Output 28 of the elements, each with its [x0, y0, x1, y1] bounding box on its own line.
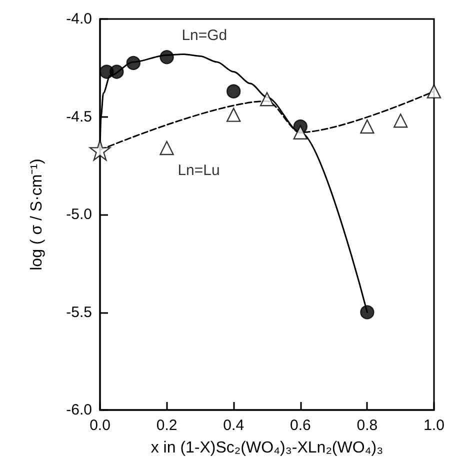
point	[293, 125, 308, 140]
y-axis-title: log ( σ / S·cm⁻¹)	[28, 158, 46, 270]
point	[126, 56, 140, 70]
point	[110, 64, 124, 79]
x-tick-label: 0.0	[90, 417, 110, 434]
point	[89, 139, 111, 161]
point	[260, 92, 274, 106]
y-tick-label: -5.5	[66, 304, 92, 321]
point	[226, 108, 241, 122]
y-tick-label: -5.0	[66, 206, 92, 223]
point	[160, 50, 174, 64]
y-tick-label: -4.5	[66, 108, 92, 126]
point	[360, 305, 374, 320]
point	[160, 140, 174, 156]
point	[360, 119, 374, 134]
series-label: Ln=Gd	[182, 27, 228, 44]
x-tick-label: 0.8	[356, 417, 378, 434]
y-tick-label: -4.0	[66, 10, 92, 28]
series-label: Ln=Lu	[178, 162, 220, 179]
point	[394, 114, 408, 128]
x-tick-label: 0.4	[223, 417, 244, 434]
y-tick-label: -6.0	[66, 402, 92, 418]
x-tick-label: 0.6	[290, 417, 311, 434]
x-axis-title: x in (1-X)Sc₂(WO₄)₃-XLn₂(WO₄)₃	[150, 440, 384, 456]
point	[226, 84, 241, 98]
x-tick-label: 1.0	[424, 417, 444, 434]
x-tick-label: 0.2	[156, 417, 178, 434]
point	[426, 84, 442, 98]
